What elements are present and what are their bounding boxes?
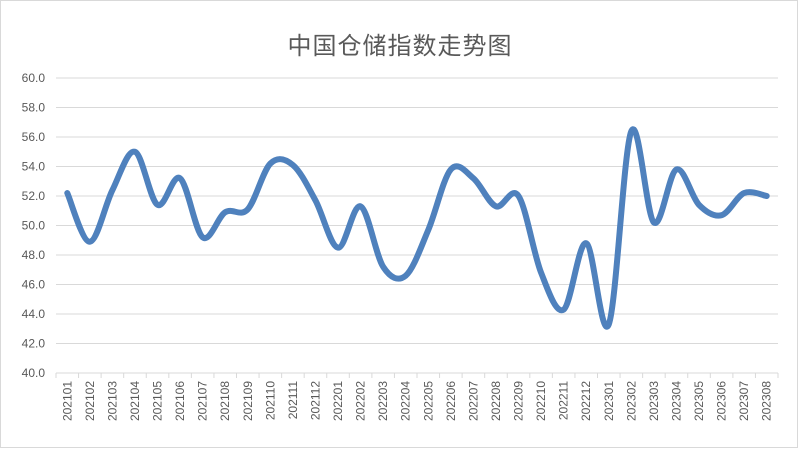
x-tick-label: 202201 bbox=[331, 381, 345, 421]
x-tick-label: 202308 bbox=[760, 381, 774, 421]
x-tick-label: 202101 bbox=[60, 381, 74, 421]
data-point bbox=[540, 272, 542, 274]
data-point bbox=[766, 195, 768, 197]
x-tick-label: 202106 bbox=[173, 381, 187, 421]
data-point bbox=[247, 208, 249, 210]
data-point bbox=[179, 177, 181, 179]
y-tick-label: 50.0 bbox=[22, 219, 46, 233]
x-tick-label: 202207 bbox=[466, 381, 480, 421]
x-tick-label: 202105 bbox=[151, 381, 165, 421]
data-point bbox=[134, 151, 136, 153]
x-tick-label: 202112 bbox=[308, 381, 322, 420]
data-point bbox=[427, 229, 429, 231]
x-tick-label: 202102 bbox=[83, 381, 97, 421]
y-tick-label: 58.0 bbox=[22, 101, 46, 115]
x-tick-label: 202303 bbox=[647, 381, 661, 421]
y-tick-label: 44.0 bbox=[22, 307, 46, 321]
data-point bbox=[450, 168, 452, 170]
data-point bbox=[66, 192, 68, 194]
data-point bbox=[269, 163, 271, 165]
x-tick-label: 202104 bbox=[128, 381, 142, 421]
x-tick-label: 202209 bbox=[512, 381, 526, 421]
data-point bbox=[608, 323, 610, 325]
y-tick-label: 60.0 bbox=[22, 71, 46, 85]
x-tick-label: 202110 bbox=[263, 381, 277, 420]
data-point bbox=[495, 205, 497, 207]
data-point bbox=[111, 189, 113, 191]
x-tick-label: 202302 bbox=[624, 381, 638, 421]
x-tick-label: 202204 bbox=[399, 381, 413, 421]
y-tick-label: 52.0 bbox=[22, 189, 46, 203]
x-tick-label: 202109 bbox=[241, 381, 255, 421]
chart-title: 中国仓储指数走势图 bbox=[287, 33, 513, 60]
data-point bbox=[698, 204, 700, 206]
y-tick-label: 56.0 bbox=[22, 130, 46, 144]
x-tick-label: 202206 bbox=[444, 381, 458, 421]
x-tick-label: 202211 bbox=[557, 381, 571, 420]
data-point bbox=[360, 205, 362, 207]
data-point bbox=[472, 177, 474, 179]
x-tick-label: 202203 bbox=[376, 381, 390, 421]
data-point bbox=[721, 214, 723, 216]
data-point bbox=[653, 222, 655, 224]
data-point bbox=[202, 236, 204, 238]
x-tick-label: 202107 bbox=[196, 381, 210, 421]
x-tick-label: 202205 bbox=[421, 381, 435, 421]
data-point bbox=[224, 211, 226, 213]
data-point bbox=[405, 275, 407, 277]
x-tick-label: 202306 bbox=[715, 381, 729, 421]
x-tick-label: 202304 bbox=[669, 381, 683, 421]
data-point bbox=[743, 192, 745, 194]
data-point bbox=[89, 241, 91, 243]
data-point bbox=[630, 130, 632, 132]
y-tick-label: 42.0 bbox=[22, 337, 46, 351]
data-point bbox=[157, 204, 159, 206]
x-tick-label: 202108 bbox=[218, 381, 232, 421]
x-tick-label: 202210 bbox=[534, 381, 548, 421]
x-tick-label: 202212 bbox=[579, 381, 593, 421]
x-tick-label: 202301 bbox=[602, 381, 616, 421]
y-tick-label: 48.0 bbox=[22, 248, 46, 262]
x-tick-label: 202208 bbox=[489, 381, 503, 421]
data-point bbox=[585, 242, 587, 244]
data-point bbox=[518, 195, 520, 197]
data-point bbox=[314, 199, 316, 201]
data-point bbox=[675, 168, 677, 170]
data-point bbox=[292, 164, 294, 166]
y-tick-label: 46.0 bbox=[22, 278, 46, 292]
data-point bbox=[563, 309, 565, 311]
y-tick-label: 54.0 bbox=[22, 160, 46, 174]
data-point bbox=[337, 247, 339, 249]
series-line bbox=[64, 126, 770, 330]
y-tick-label: 40.0 bbox=[22, 366, 46, 380]
x-tick-label: 202103 bbox=[105, 381, 119, 421]
data-point bbox=[382, 266, 384, 268]
x-tick-label: 202305 bbox=[692, 381, 706, 421]
x-tick-label: 202202 bbox=[354, 381, 368, 421]
x-tick-label: 202111 bbox=[286, 381, 300, 420]
x-tick-label: 202307 bbox=[737, 381, 751, 421]
